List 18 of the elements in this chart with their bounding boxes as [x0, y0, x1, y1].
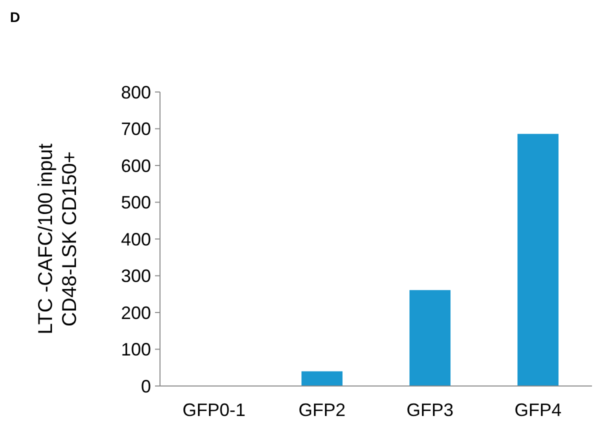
y-tick-label: 400	[120, 229, 151, 250]
x-tick-label: GFP0-1	[182, 400, 246, 420]
text: D	[10, 9, 20, 25]
y-tick-label: 700	[120, 119, 151, 140]
y-tick-label: 600	[120, 156, 151, 176]
bar	[409, 290, 451, 386]
y-tick-label: 200	[120, 302, 151, 323]
y-tick-label: 0	[140, 376, 151, 396]
y-tick-label: 500	[120, 192, 151, 213]
bar	[301, 371, 343, 386]
y-tick-label: 800	[120, 82, 151, 102]
y-tick-label: 300	[120, 266, 151, 286]
x-tick-label: GFP4	[514, 400, 562, 420]
bar	[517, 134, 559, 386]
x-tick-label: GFP3	[406, 400, 454, 420]
y-axis-title: LTC -CAFC/100 input CD48-LSK CD150+	[35, 143, 81, 334]
x-tick-label: GFP2	[298, 400, 346, 420]
y-tick-label: 100	[120, 340, 151, 360]
